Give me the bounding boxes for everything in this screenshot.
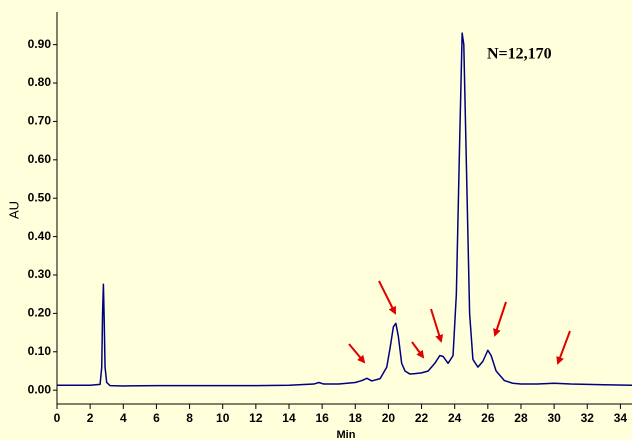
x-tick-label: 16 (315, 411, 329, 425)
x-tick-label: 4 (120, 411, 127, 425)
x-tick-label: 22 (415, 411, 429, 425)
x-tick-label: 2 (87, 411, 94, 425)
data-line (57, 32, 632, 387)
x-tick-label: 18 (349, 411, 363, 425)
arrow (556, 330, 571, 365)
y-tick-label: 0.30 (28, 267, 52, 281)
arrow (493, 301, 507, 337)
y-tick-label: 0.20 (28, 306, 52, 320)
arrow (378, 280, 396, 315)
arrow (411, 341, 425, 359)
x-axis-label: Min (337, 429, 356, 440)
y-tick-label: 0.60 (28, 152, 52, 166)
x-tick-label: 24 (448, 411, 462, 425)
x-tick-label: 32 (581, 411, 595, 425)
y-tick-label: 0.10 (28, 344, 52, 358)
y-tick-label: 0.40 (28, 229, 52, 243)
annotation: N=12,170 (487, 46, 552, 63)
x-tick-label: 14 (282, 411, 296, 425)
y-tick-label: 0.70 (28, 114, 52, 128)
y-axis-label: AU (6, 201, 21, 219)
x-tick-label: 0 (54, 411, 61, 425)
y-tick-label: 0.80 (28, 75, 52, 89)
x-tick-label: 6 (153, 411, 160, 425)
y-tick-label: 0.90 (28, 37, 52, 51)
x-tick-label: 12 (249, 411, 263, 425)
x-tick-label: 28 (514, 411, 528, 425)
x-tick-label: 20 (382, 411, 396, 425)
x-tick-label: 26 (481, 411, 495, 425)
y-tick-label: 0.50 (28, 190, 52, 204)
y-tick-label: 0.00 (28, 382, 52, 396)
x-tick-label: 34 (614, 411, 628, 425)
x-tick-label: 8 (186, 411, 193, 425)
x-tick-label: 10 (216, 411, 230, 425)
x-tick-label: 30 (547, 411, 561, 425)
arrow (430, 308, 444, 343)
arrow (348, 343, 366, 364)
arrows (348, 280, 571, 365)
